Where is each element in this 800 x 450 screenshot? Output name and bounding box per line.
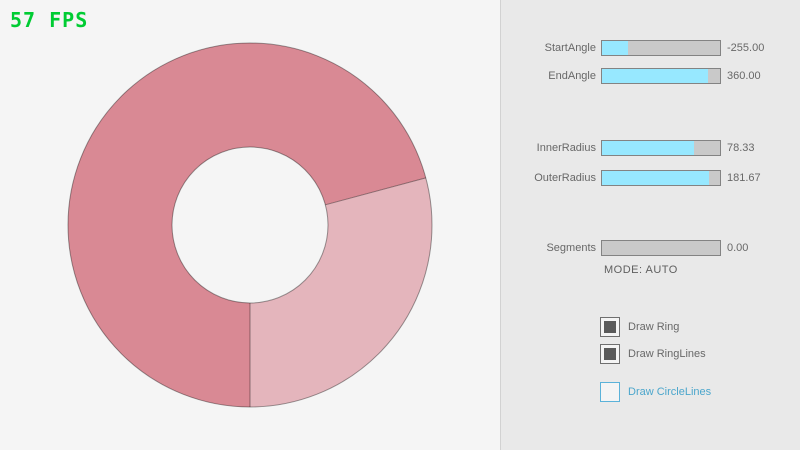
fps-counter: 57 FPS	[10, 8, 89, 32]
slider-row-segments: Segments 0.00	[500, 240, 800, 256]
outerradius-slider-fill	[602, 171, 710, 185]
startangle-label: StartAngle	[544, 42, 596, 54]
startangle-slider-fill	[602, 41, 628, 55]
innerradius-slider-fill	[602, 141, 695, 155]
endangle-slider[interactable]	[601, 68, 721, 84]
ring-cap-line-right	[325, 177, 426, 206]
segments-slider[interactable]	[601, 240, 721, 256]
slider-row-outerradius: OuterRadius 181.67	[500, 170, 800, 186]
endangle-slider-fill	[602, 69, 709, 83]
segments-value: 0.00	[727, 242, 749, 254]
startangle-slider[interactable]	[601, 40, 721, 56]
draw-circlelines-label: Draw CircleLines	[628, 386, 712, 398]
checkbox-row-draw-circlelines: Draw CircleLines	[600, 382, 711, 402]
slider-row-endangle: EndAngle 360.00	[500, 68, 800, 84]
checkbox-row-draw-ringlines: Draw RingLines	[600, 344, 706, 364]
outerradius-value: 181.67	[727, 172, 761, 184]
ring-outer-outline	[67, 42, 433, 408]
draw-ring-checkbox[interactable]	[600, 317, 620, 337]
slider-row-innerradius: InnerRadius 78.33	[500, 140, 800, 156]
innerradius-slider[interactable]	[601, 140, 721, 156]
draw-ringlines-checkbox[interactable]	[600, 344, 620, 364]
slider-row-startangle: StartAngle -255.00	[500, 40, 800, 56]
segments-label: Segments	[546, 242, 596, 254]
outerradius-slider[interactable]	[601, 170, 721, 186]
innerradius-value: 78.33	[727, 142, 755, 154]
checkmark	[604, 348, 616, 360]
startangle-value: -255.00	[727, 42, 765, 54]
segments-mode-text: MODE: AUTO	[604, 264, 678, 276]
draw-ring-label: Draw Ring	[628, 321, 680, 333]
ring-preview	[67, 42, 433, 408]
draw-ringlines-label: Draw RingLines	[628, 348, 706, 360]
draw-circlelines-checkbox[interactable]	[600, 382, 620, 402]
checkmark	[604, 321, 616, 333]
ring-inner-outline	[171, 146, 329, 304]
ring-sector-single	[250, 177, 432, 407]
outerradius-label: OuterRadius	[534, 172, 596, 184]
ring-sector-double	[67, 43, 426, 408]
innerradius-label: InnerRadius	[536, 142, 596, 154]
checkbox-row-draw-ring: Draw Ring	[600, 317, 679, 337]
endangle-label: EndAngle	[548, 70, 596, 82]
endangle-value: 360.00	[727, 70, 761, 82]
